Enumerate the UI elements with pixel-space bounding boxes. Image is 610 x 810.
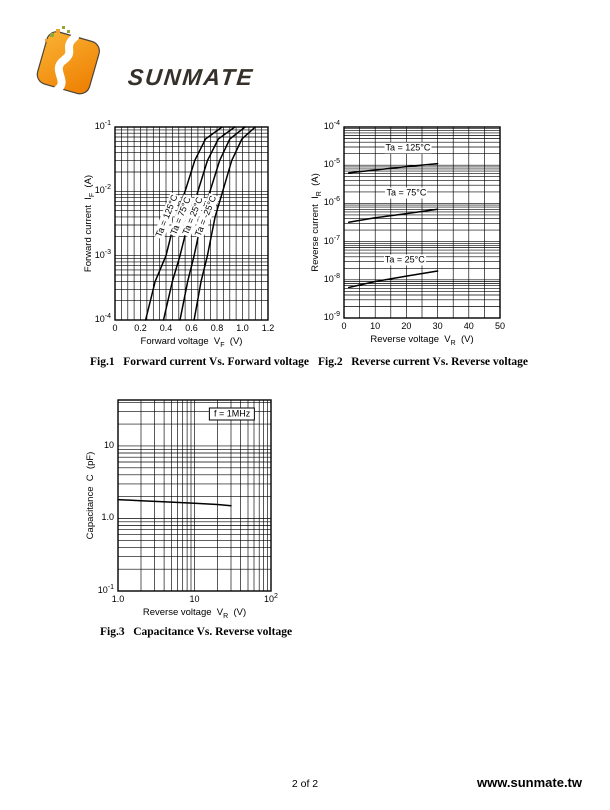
- logo: SUNMATE: [30, 24, 260, 95]
- x-tick-label: 20: [401, 321, 412, 331]
- fig2-caption: Fig.2 Reverse current Vs. Reverse voltag…: [318, 356, 529, 368]
- x-tick-label: 10: [189, 594, 200, 604]
- fig2-reverse-current-chart: 0 10 20 30 40 50 10-4 10-5 10-6 10-7 10-8 10-9 Rever…: [305, 116, 517, 358]
- series-curve: [347, 162, 439, 174]
- x-tick-label: 0.2: [134, 323, 147, 333]
- y-tick-label: 10-4: [94, 313, 111, 324]
- series-label: Ta = 25°C: [383, 254, 426, 266]
- logo-pixel-dots: [45, 26, 70, 42]
- x-axis-title: Forward voltage VF (V): [140, 336, 243, 349]
- x-tick-label: 50: [494, 321, 505, 331]
- y-axis-title: Forward current IF (A): [83, 174, 96, 273]
- website-link[interactable]: www.sunmate.tw: [477, 775, 582, 790]
- fig3-caption: Fig.3 Capacitance Vs. Reverse voltage: [100, 626, 293, 638]
- y-tick-label: 10-7: [323, 234, 340, 246]
- series-curve: [347, 270, 439, 289]
- chart-canvas: [117, 399, 272, 592]
- annotation-label: f = 1MHz: [208, 407, 256, 420]
- y-tick-label: 10-1: [97, 584, 114, 595]
- x-tick-label: 1.2: [261, 323, 275, 333]
- x-axis-title: Reverse voltage VR (V): [370, 334, 474, 347]
- plot-border: [117, 399, 272, 592]
- fig1-forward-current-chart: 0 0.2 0.4 0.6 0.8 1.0 1.2 10-1 10-2 10-3 10-4 Forwa…: [78, 116, 290, 360]
- series-curve: [347, 208, 439, 224]
- chart-canvas: [114, 126, 269, 321]
- y-tick-label: 10: [103, 439, 114, 450]
- y-tick-label: 1.0: [101, 512, 114, 523]
- fig3-capacitance-chart: 1.0 10 102 10 1.0 10-1 Reverse voltage VR (V) C…: [80, 388, 295, 631]
- x-tick-label: 30: [432, 321, 443, 331]
- x-tick-label: 0.6: [185, 323, 198, 333]
- y-axis-title: Capacitance C (pF): [85, 451, 96, 540]
- series-label: Ta = 75°C: [385, 187, 428, 199]
- y-axis-title: Reverse current IR (A): [310, 173, 323, 272]
- x-tick-label: 0.4: [159, 323, 173, 333]
- brand-wordmark: SUNMATE: [126, 64, 256, 90]
- series-curve: [193, 126, 257, 321]
- chart-canvas: [343, 126, 501, 319]
- series-label: Ta = 125°C: [384, 142, 432, 154]
- plot-border: [343, 126, 501, 319]
- y-tick-label: 10-1: [94, 120, 111, 131]
- y-tick-label: 10-5: [323, 158, 340, 170]
- x-tick-label: 102: [264, 593, 278, 604]
- x-tick-label: 1.0: [111, 594, 125, 604]
- y-tick-label: 10-3: [94, 248, 111, 260]
- fig1-caption: Fig.1 Forward current Vs. Forward voltag…: [90, 356, 309, 368]
- x-tick-label: 0: [112, 323, 118, 333]
- logo-mark-icon: [36, 26, 100, 95]
- page-number: 2 of 2: [291, 778, 319, 790]
- x-tick-label: 40: [463, 321, 474, 331]
- x-tick-label: 10: [370, 321, 381, 331]
- y-tick-label: 10-2: [94, 184, 111, 196]
- y-tick-label: 10-6: [323, 196, 340, 208]
- plot-border: [114, 126, 269, 321]
- y-tick-label: 10-4: [323, 120, 340, 131]
- x-tick-label: 0: [341, 321, 347, 331]
- x-tick-label: 1.0: [236, 323, 249, 333]
- x-axis-title: Reverse voltage VR (V): [142, 607, 247, 620]
- y-tick-label: 10-8: [323, 272, 340, 284]
- series-curve: [117, 498, 232, 507]
- y-tick-label: 10-9: [323, 311, 340, 322]
- x-tick-label: 0.8: [210, 323, 224, 333]
